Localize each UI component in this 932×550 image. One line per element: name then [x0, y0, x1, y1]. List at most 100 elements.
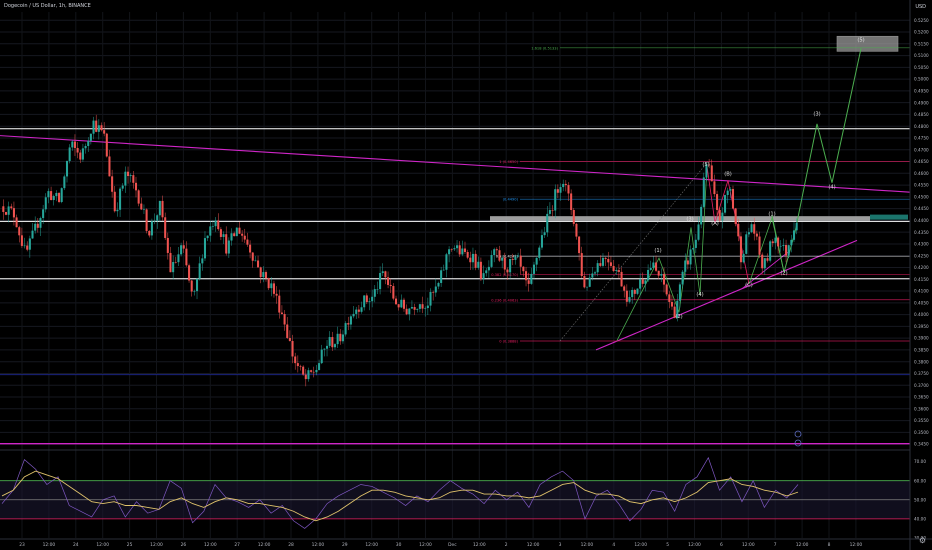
candle-body [487, 266, 490, 271]
candle-body [442, 269, 445, 271]
time-tick-label: 12:00 [527, 542, 540, 548]
price-tick-label: 0.4100 [914, 289, 929, 294]
candle-body [418, 304, 421, 309]
candle-body [448, 249, 451, 255]
time-tick-label: 12:00 [204, 542, 217, 548]
candle-body [564, 183, 567, 186]
candle-body [320, 349, 323, 364]
time-tick-label: 3 [559, 542, 562, 548]
wave-label: (4) [828, 185, 835, 191]
time-tick-label: 12:00 [365, 542, 378, 548]
time-tick-label: 12:00 [43, 542, 56, 548]
candle-body [681, 271, 684, 285]
candle-body [623, 286, 626, 291]
candle-body [267, 278, 270, 289]
candle-body [172, 262, 175, 273]
candle-body [323, 348, 326, 350]
candle-body [121, 185, 124, 189]
candle-body [92, 120, 95, 134]
candle-body [50, 191, 53, 201]
candle-body [371, 296, 374, 302]
candle-body [548, 210, 551, 214]
candle-body [174, 262, 177, 263]
candle-body [689, 249, 692, 265]
resistance-zone [490, 216, 870, 221]
candle-body [227, 240, 230, 254]
candle-body [620, 271, 623, 287]
candle-body [596, 263, 599, 273]
candle-body [28, 238, 31, 250]
candle-body [474, 253, 477, 268]
candle-body [713, 181, 716, 195]
candle-body [546, 213, 549, 233]
candle-body [586, 286, 589, 288]
candle-body [134, 182, 138, 191]
candle-body [26, 245, 29, 250]
price-tick-label: 0.4850 [914, 112, 929, 117]
time-tick-label: 2 [505, 542, 508, 548]
candle-body [357, 309, 360, 312]
candle-body [615, 270, 618, 272]
candle-body [262, 272, 265, 278]
wave-label: (1) [654, 248, 661, 254]
price-tick-label: 0.3750 [914, 371, 929, 376]
candle-body [47, 191, 50, 198]
candle-body [532, 264, 536, 274]
candle-body [421, 304, 424, 309]
candle-body [426, 305, 429, 309]
candle-body [708, 164, 711, 166]
candle-body [578, 236, 581, 254]
candle-body [233, 233, 236, 237]
candle-body [206, 235, 209, 239]
candle-body [750, 224, 753, 233]
candle-body [785, 245, 788, 256]
candle-body [166, 237, 169, 253]
candle-body [657, 270, 660, 276]
candle-body [113, 191, 116, 212]
candle-body [662, 273, 666, 285]
price-tick-label: 0.3800 [914, 359, 929, 364]
candle-body [31, 230, 34, 239]
candle-body [535, 257, 538, 265]
wave-projection [771, 48, 862, 273]
candle-body [339, 333, 342, 342]
price-tick-label: 0.3600 [914, 406, 929, 411]
candle-body [280, 312, 283, 315]
settings-icon[interactable]: ⚙ [918, 536, 926, 545]
candle-body [644, 280, 647, 284]
candle-body [60, 188, 63, 202]
price-tick-label: 0.4600 [914, 171, 929, 176]
time-tick-label: 12:00 [688, 542, 701, 548]
candle-body [225, 234, 228, 254]
candle-body [572, 209, 575, 224]
candle-body [203, 238, 207, 259]
rsi-tick-label: 70.00 [914, 459, 926, 464]
price-tick-label: 0.3500 [914, 430, 929, 435]
candle-body [525, 271, 528, 281]
candle-body [463, 248, 467, 252]
candle-body [588, 277, 591, 287]
candle-body [278, 295, 281, 313]
candle-body [556, 189, 559, 193]
candle-body [716, 194, 719, 210]
price-tick-label: 0.4400 [914, 218, 929, 223]
candle-body [617, 270, 620, 272]
candle-body [188, 265, 191, 281]
candle-body [631, 289, 634, 298]
candle-body [734, 208, 737, 224]
candle-body [12, 208, 15, 218]
candle-body [363, 295, 366, 308]
time-tick-label: 12:00 [581, 542, 594, 548]
rsi-tick-label: 30.00 [914, 536, 926, 541]
candle-body [792, 230, 796, 240]
candle-body [554, 189, 557, 211]
price-tick-label: 0.4200 [914, 265, 929, 270]
fib-label: (0.4490) [503, 198, 519, 202]
candle-body [140, 203, 143, 210]
candle-body [742, 253, 745, 263]
candle-body [18, 227, 21, 236]
price-tick-label: 0.4550 [914, 183, 929, 188]
candle-body [328, 337, 331, 346]
candle-body [678, 284, 681, 301]
